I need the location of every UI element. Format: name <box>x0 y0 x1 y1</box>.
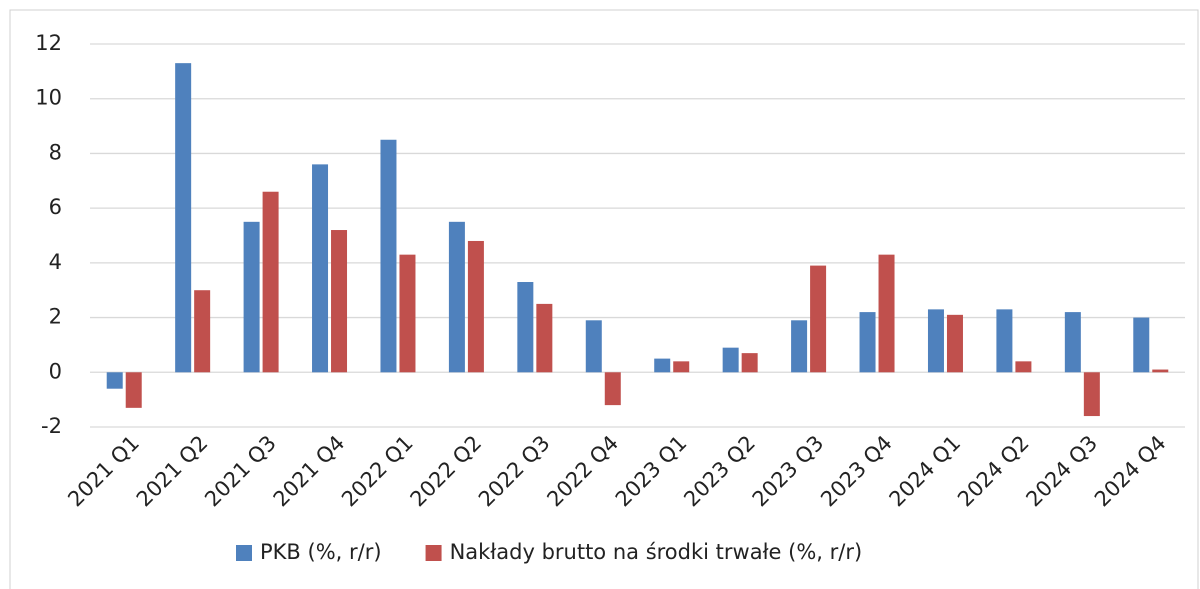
bar <box>106 372 123 389</box>
bar <box>194 290 211 373</box>
legend-swatch <box>236 545 252 561</box>
x-tick-label: 2021 Q4 <box>269 431 350 512</box>
bar <box>1152 369 1169 373</box>
bar <box>312 164 329 373</box>
legend-swatch <box>425 545 442 561</box>
bar <box>859 312 876 373</box>
x-tick-label: 2024 Q1 <box>885 431 966 512</box>
bar <box>517 282 534 373</box>
bar <box>380 139 397 373</box>
bar <box>791 320 808 373</box>
bar <box>536 303 553 373</box>
x-tick-label: 2024 Q3 <box>1022 431 1103 512</box>
x-tick-label: 2021 Q2 <box>132 431 213 512</box>
bar <box>722 347 739 373</box>
bar <box>467 240 484 373</box>
y-tick-label: -2 <box>41 414 62 438</box>
x-tick-label: 2023 Q3 <box>748 431 829 512</box>
bar <box>946 314 963 373</box>
bar <box>654 358 671 373</box>
bar <box>125 372 142 408</box>
y-tick-label: 4 <box>49 250 62 274</box>
bar <box>996 309 1013 373</box>
x-tick-label: 2024 Q4 <box>1090 431 1171 512</box>
y-tick-label: 6 <box>49 195 62 219</box>
bar <box>1133 317 1150 373</box>
bar <box>262 191 279 373</box>
y-tick-label: 0 <box>49 359 62 383</box>
x-tick-label: 2021 Q3 <box>200 431 281 512</box>
x-tick-label: 2022 Q1 <box>337 431 418 512</box>
bar <box>1015 361 1032 373</box>
bar <box>604 372 621 406</box>
x-tick-label: 2023 Q1 <box>611 431 692 512</box>
bar <box>585 320 602 373</box>
bar <box>331 230 348 373</box>
x-tick-label: 2023 Q4 <box>816 431 897 512</box>
x-tick-label: 2022 Q2 <box>406 431 487 512</box>
bar <box>175 63 192 373</box>
bar <box>399 254 416 373</box>
y-tick-label: 10 <box>35 86 62 110</box>
x-tick-label: 2022 Q3 <box>474 431 555 512</box>
bar <box>673 361 690 373</box>
bar <box>448 221 465 373</box>
bar <box>1064 312 1081 373</box>
y-tick-label: 8 <box>49 140 62 164</box>
y-tick-label: 2 <box>49 305 62 329</box>
x-tick-label: 2024 Q2 <box>953 431 1034 512</box>
bar <box>243 221 260 373</box>
bar <box>878 254 895 373</box>
bar <box>1083 372 1100 417</box>
x-tick-label: 2021 Q1 <box>63 431 144 512</box>
bar <box>927 309 944 373</box>
chart-frame <box>9 9 1199 589</box>
legend-label: Nakłady brutto na środki trwałe (%, r/r) <box>450 540 863 564</box>
x-tick-label: 2022 Q4 <box>542 431 623 512</box>
legend-label: PKB (%, r/r) <box>260 540 382 564</box>
bar <box>741 353 758 373</box>
y-tick-label: 12 <box>35 31 62 55</box>
x-tick-label: 2023 Q2 <box>679 431 760 512</box>
bar <box>810 265 827 373</box>
